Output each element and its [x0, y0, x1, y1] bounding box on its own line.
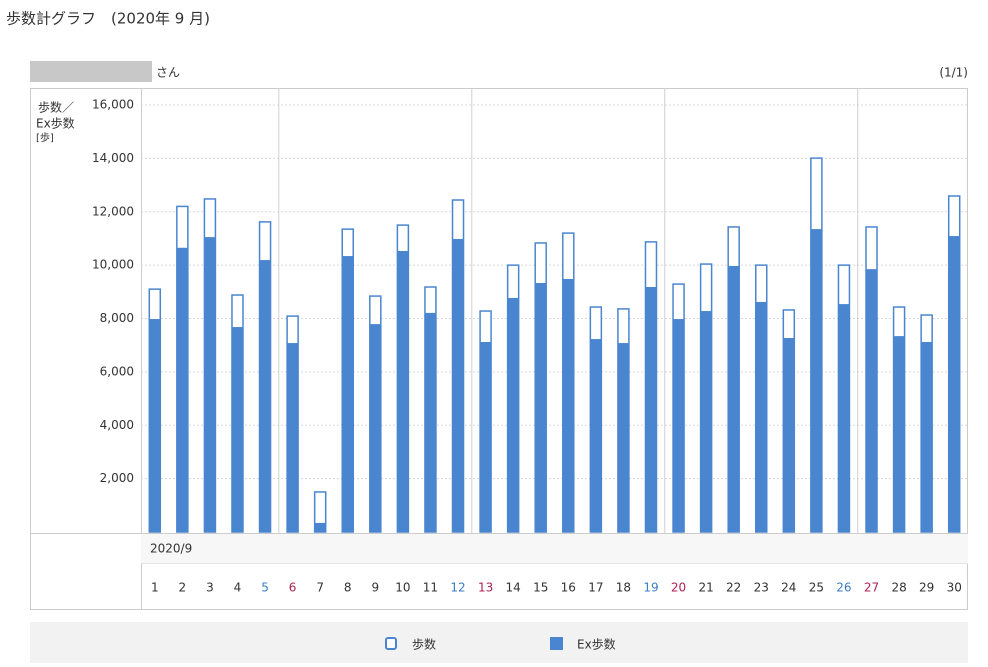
x-tick-label: 14: [506, 581, 521, 595]
x-tick-label: 9: [371, 581, 379, 595]
legend-label: Ex歩数: [577, 637, 616, 652]
bar-ex-steps: [673, 319, 685, 532]
bar-ex-steps: [590, 339, 602, 532]
bar-ex-steps: [617, 343, 629, 532]
x-tick-label: 13: [478, 581, 493, 595]
bar-ex-steps: [204, 237, 216, 532]
bar-ex-steps: [314, 522, 326, 532]
x-tick-label: 25: [809, 581, 824, 595]
bar-ex-steps: [728, 265, 740, 532]
x-tick-label: 17: [588, 581, 603, 595]
bar-ex-steps: [645, 287, 657, 532]
x-tick-label: 29: [919, 581, 934, 595]
x-tick-label: 1: [151, 581, 159, 595]
legend-bg: [30, 622, 968, 663]
bar-ex-steps: [838, 304, 850, 532]
bar-ex-steps: [535, 283, 547, 532]
x-tick-label: 16: [561, 581, 576, 595]
y-tick-label: 14,000: [92, 151, 134, 165]
x-tick-label: 12: [450, 581, 465, 595]
bar-ex-steps: [866, 269, 878, 532]
x-tick-label: 11: [423, 581, 438, 595]
bar-ex-steps: [176, 247, 188, 532]
y-tick-label: 4,000: [100, 418, 134, 432]
bar-ex-steps: [562, 279, 574, 532]
bar-ex-steps: [700, 311, 712, 532]
x-tick-label: 30: [947, 581, 962, 595]
x-tick-label: 24: [781, 581, 796, 595]
x-tick-label: 28: [891, 581, 906, 595]
y-axis-label: [歩]: [36, 131, 54, 144]
user-suffix: さん: [156, 66, 180, 80]
y-axis-label: 歩数／: [38, 100, 74, 115]
x-header: 2020/9: [150, 542, 192, 556]
x-tick-label: 5: [261, 581, 269, 595]
y-axis-label: Ex歩数: [36, 116, 75, 131]
bar-ex-steps: [507, 297, 519, 532]
legend-label: 歩数: [412, 637, 436, 652]
bar-ex-steps: [342, 256, 354, 532]
bar-ex-steps: [783, 337, 795, 532]
x-tick-label: 21: [698, 581, 713, 595]
bar-ex-steps: [948, 236, 960, 532]
x-tick-label: 7: [316, 581, 324, 595]
bar-ex-steps: [231, 327, 243, 532]
bar-ex-steps: [369, 324, 381, 532]
x-tick-label: 20: [671, 581, 686, 595]
y-tick-label: 10,000: [92, 258, 134, 272]
x-tick-label: 4: [234, 581, 242, 595]
bar-ex-steps: [893, 336, 905, 532]
x-tick-label: 15: [533, 581, 548, 595]
bar-ex-steps: [480, 341, 492, 532]
x-tick-label: 27: [864, 581, 879, 595]
bar-ex-steps: [259, 260, 271, 532]
x-tick-label: 6: [289, 581, 297, 595]
x-tick-label: 18: [616, 581, 631, 595]
x-tick-label: 26: [836, 581, 851, 595]
bar-ex-steps: [424, 312, 436, 532]
bar-ex-steps: [452, 238, 464, 532]
bar-ex-steps: [755, 301, 767, 532]
bar-ex-steps: [287, 343, 299, 532]
bar-ex-steps: [397, 250, 409, 532]
y-tick-label: 2,000: [100, 471, 134, 485]
bar-ex-steps: [149, 319, 161, 532]
x-tick-label: 23: [754, 581, 769, 595]
chart-frame: [30, 88, 968, 610]
x-header-bg: [141, 534, 968, 563]
redacted-name: [30, 61, 152, 82]
legend-swatch: [385, 637, 397, 650]
x-tick-label: 10: [395, 581, 410, 595]
x-tick-label: 3: [206, 581, 214, 595]
legend-swatch: [550, 637, 563, 650]
y-tick-label: 16,000: [92, 98, 134, 112]
x-tick-label: 8: [344, 581, 352, 595]
y-tick-label: 6,000: [100, 364, 134, 378]
x-tick-label: 19: [643, 581, 658, 595]
page-indicator: (1/1): [939, 66, 968, 80]
y-tick-label: 8,000: [100, 311, 134, 325]
x-tick-label: 22: [726, 581, 741, 595]
bar-ex-steps: [921, 341, 933, 532]
bar-ex-steps: [810, 229, 822, 533]
x-tick-label: 2: [179, 581, 187, 595]
page-title: 歩数計グラフ (2020年 9 月): [6, 10, 210, 28]
y-tick-label: 12,000: [92, 204, 134, 218]
